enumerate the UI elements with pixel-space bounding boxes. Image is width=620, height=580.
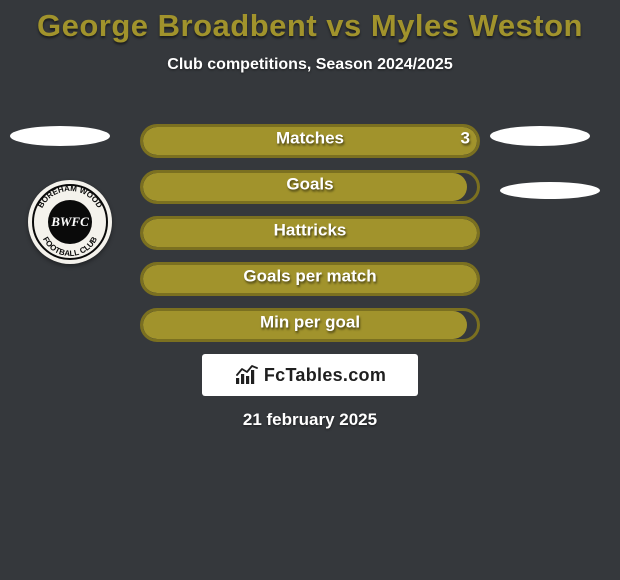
page-title: George Broadbent vs Myles Weston [0,0,620,44]
badge-center-text: BWFC [48,200,92,244]
stat-bar-track [140,170,480,204]
stat-bar-fill [143,219,477,247]
stat-row: Min per goal [0,302,620,348]
stat-bar-fill [143,265,477,293]
stat-value-right: 3 [140,129,470,149]
stat-bar-track [140,308,480,342]
bars-icon [234,364,260,386]
stat-bar-fill [143,173,467,201]
club-badge: BOREHAM WOOD FOOTBALL CLUB BWFC [28,180,112,264]
placeholder-oval [10,126,110,146]
placeholder-oval [500,182,600,199]
subtitle: Club competitions, Season 2024/2025 [0,56,620,74]
stat-bar-track [140,262,480,296]
date-line: 21 february 2025 [0,410,620,430]
stat-bar-track [140,216,480,250]
brand-box: FcTables.com [202,354,418,396]
stat-bar-fill [143,311,467,339]
brand-text: FcTables.com [264,365,386,386]
placeholder-oval [490,126,590,146]
